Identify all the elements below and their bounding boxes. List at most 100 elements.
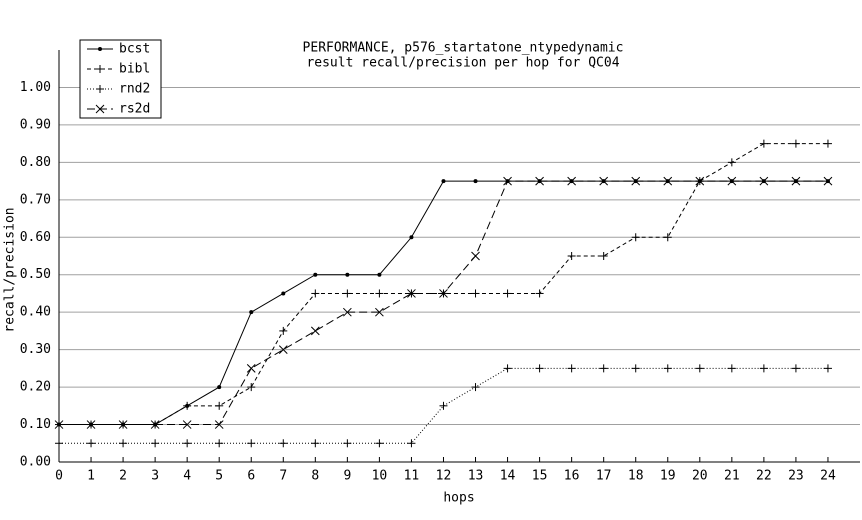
point-marker (823, 139, 832, 148)
marker-stroke (503, 176, 512, 186)
x-tick-label: 11 (404, 469, 420, 484)
x-tick-label: 14 (500, 469, 516, 484)
marker-stroke (182, 420, 192, 429)
legend-box (79, 39, 162, 119)
x-tick-label: 4 (183, 469, 191, 484)
point-marker (631, 233, 640, 242)
legend-label: bibl (119, 62, 150, 77)
point-marker (87, 439, 96, 448)
point-marker (310, 326, 320, 336)
point-marker (151, 439, 160, 448)
point-marker (246, 364, 256, 373)
marker-dot (409, 235, 414, 240)
x-tick-label: 0 (55, 469, 63, 484)
point-marker (759, 176, 769, 186)
point-marker (311, 439, 320, 448)
x-tick-label: 8 (311, 469, 319, 484)
point-marker (278, 345, 288, 354)
marker-dot (377, 272, 382, 277)
point-marker (695, 364, 704, 373)
marker-stroke (54, 420, 64, 429)
point-marker (247, 439, 256, 448)
marker-stroke (375, 307, 384, 317)
point-marker (247, 383, 256, 392)
legend-marker-dot (98, 47, 102, 51)
point-marker (55, 439, 63, 448)
y-tick-label: 0.50 (20, 267, 51, 282)
x-tick-label: 5 (215, 469, 223, 484)
marker-stroke (759, 176, 769, 186)
point-marker (249, 310, 254, 315)
y-tick-label: 0.60 (20, 230, 51, 245)
series-line (59, 143, 828, 426)
x-tick-label: 18 (628, 469, 644, 484)
point-marker (343, 289, 352, 298)
point-marker (471, 251, 480, 261)
point-marker (407, 289, 416, 298)
y-axis-label: recall/precision (3, 207, 18, 332)
point-marker (503, 176, 512, 186)
point-marker (313, 272, 318, 277)
chart-title: PERFORMANCE, p576_startatone_ntypedynami… (303, 41, 624, 56)
marker-dot (217, 385, 222, 390)
marker-stroke (86, 420, 96, 429)
y-tick-label: 0.20 (20, 380, 51, 395)
marker-dot (281, 291, 286, 296)
point-marker (567, 364, 576, 373)
point-marker (503, 364, 512, 373)
point-marker (215, 439, 224, 448)
point-marker (279, 439, 288, 448)
point-marker (217, 385, 222, 390)
y-tick-label: 0.30 (20, 342, 51, 357)
marker-stroke (663, 176, 673, 186)
point-marker (281, 291, 286, 296)
point-marker (409, 235, 414, 240)
y-tick-label: 0.80 (20, 155, 51, 170)
point-marker (727, 176, 737, 186)
marker-stroke (471, 251, 480, 261)
point-marker (345, 272, 350, 277)
marker-dot (345, 272, 350, 277)
legend-label: bcst (119, 42, 150, 57)
point-marker (599, 364, 608, 373)
marker-stroke (118, 420, 128, 429)
point-marker (727, 158, 736, 167)
y-tick-label: 0.40 (20, 305, 51, 320)
legend-label: rnd2 (119, 82, 150, 97)
point-marker (375, 307, 384, 317)
point-marker (663, 233, 672, 242)
point-marker (86, 420, 96, 429)
x-tick-label: 20 (692, 469, 708, 484)
x-tick-label: 1 (87, 469, 95, 484)
point-marker (182, 420, 192, 429)
marker-dot (249, 310, 254, 315)
point-marker (791, 176, 801, 186)
point-marker (599, 252, 608, 260)
point-marker (441, 179, 446, 184)
point-marker (663, 176, 673, 186)
point-marker (279, 326, 288, 335)
marker-stroke (535, 176, 544, 186)
series-line (59, 180, 828, 426)
point-marker (375, 439, 384, 448)
marker-stroke (246, 364, 256, 373)
point-marker (375, 289, 384, 298)
marker-stroke (407, 289, 416, 298)
point-marker (599, 176, 609, 186)
point-marker (343, 439, 352, 448)
chart-subtitle: result recall/precision per hop for QC04 (306, 56, 619, 71)
marker-stroke (278, 345, 288, 354)
point-marker (503, 289, 512, 298)
point-marker (311, 289, 320, 298)
x-tick-label: 16 (564, 469, 580, 484)
point-marker (759, 364, 768, 373)
marker-stroke (695, 176, 705, 186)
point-marker (407, 439, 416, 448)
x-tick-label: 6 (247, 469, 255, 484)
point-marker (823, 176, 833, 186)
point-marker (473, 179, 478, 184)
marker-stroke (599, 176, 609, 186)
point-marker (631, 364, 640, 373)
point-marker (214, 420, 224, 429)
